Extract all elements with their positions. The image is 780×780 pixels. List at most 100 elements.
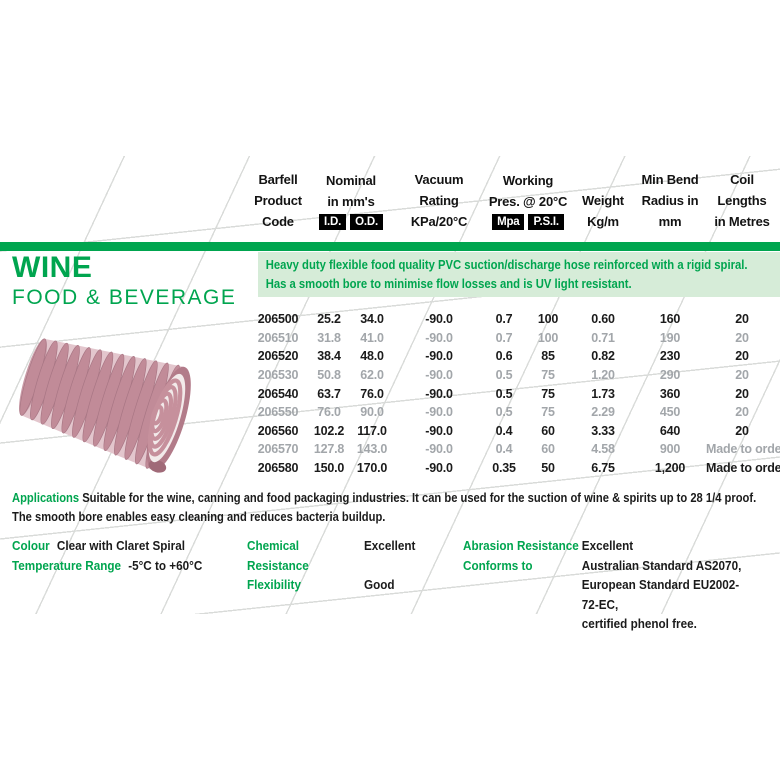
header-working-pressure: Working Pres. @ 20°C Mpa P.S.I. <box>484 164 572 232</box>
cell-vacuum-rating: -90.0 <box>425 405 453 420</box>
cell-vacuum-rating: -90.0 <box>425 349 453 364</box>
cell-working-pressure-mpa: 0.7 <box>495 330 513 345</box>
cell-weight: 1.20 <box>591 368 615 383</box>
cell-vacuum-rating: -90.0 <box>425 312 453 327</box>
abrasion-resistance-label: Abrasion Resistance <box>463 538 579 553</box>
product-description-text: Heavy duty flexible food quality PVC suc… <box>265 257 748 291</box>
cell-inner-diameter: 25.2 <box>317 312 341 327</box>
cell-outer-diameter: 41.0 <box>360 330 384 345</box>
cell-inner-diameter: 102.2 <box>313 423 345 438</box>
spec-group-chemical-flexibility: Chemical Resistance Excellent Flexibilit… <box>247 536 463 595</box>
temperature-range-label: Temperature Range <box>12 557 122 573</box>
colour-value: Clear with Claret Spiral <box>56 538 185 553</box>
cell-vacuum-rating: -90.0 <box>425 461 453 476</box>
spec-row-colour: Colour Clear with Claret Spiral <box>12 536 224 556</box>
table-row: 206500 25.2 34.0 -90.0 0.7 100 0.60 160 … <box>248 310 778 329</box>
cell-min-bend-radius: 640 <box>659 423 681 438</box>
spec-table-header: Barfell Product Code Nominal in mm's I.D… <box>248 164 778 232</box>
applications-section: Applications Suitable for the wine, cann… <box>12 489 780 526</box>
cell-weight: 2.29 <box>591 405 615 420</box>
hose-product-photo <box>19 338 191 473</box>
cell-weight: 3.33 <box>591 423 615 438</box>
table-row: 206580 150.0 170.0 -90.0 0.35 50 6.75 1,… <box>248 459 780 478</box>
cell-outer-diameter: 76.0 <box>360 386 384 401</box>
chemical-resistance-value: Excellent <box>364 538 416 553</box>
cell-coil-length: 20 <box>735 405 749 420</box>
flexibility-value: Good <box>364 577 395 592</box>
cell-inner-diameter: 150.0 <box>313 461 345 476</box>
cell-coil-length: 20 <box>735 386 749 401</box>
cell-inner-diameter: 63.7 <box>317 386 341 401</box>
cell-product-code: 206540 <box>257 386 299 401</box>
cell-min-bend-radius: 160 <box>659 312 681 327</box>
cell-product-code: 206550 <box>257 405 299 420</box>
cell-product-code: 206560 <box>257 423 299 438</box>
cell-working-pressure-psi: 50 <box>541 461 555 476</box>
header-coil-lengths: Coil Lengths in Metres <box>714 172 770 229</box>
chemical-resistance-label: Chemical Resistance <box>247 538 309 573</box>
cell-working-pressure-psi: 100 <box>537 312 559 327</box>
cell-outer-diameter: 117.0 <box>357 423 387 438</box>
spec-group-colour-temperature: Colour Clear with Claret Spiral Temperatu… <box>12 536 247 575</box>
table-row: 206510 31.8 41.0 -90.0 0.7 100 0.71 190 … <box>248 329 778 348</box>
cell-product-code: 206520 <box>257 349 299 364</box>
cell-vacuum-rating: -90.0 <box>425 368 453 383</box>
table-row: 206540 63.7 76.0 -90.0 0.5 75 1.73 360 2… <box>248 384 778 403</box>
header-vacuum-rating: Vacuum Rating KPa/20°C <box>410 172 468 229</box>
cell-coil-length: 20 <box>735 368 749 383</box>
cell-vacuum-rating: -90.0 <box>425 442 453 457</box>
cell-working-pressure-mpa: 0.5 <box>495 368 513 383</box>
cell-min-bend-radius: 1,200 <box>654 461 686 476</box>
table-row: 206520 38.4 48.0 -90.0 0.6 85 0.82 230 2… <box>248 347 778 366</box>
cell-vacuum-rating: -90.0 <box>425 386 453 401</box>
cell-working-pressure-psi: 60 <box>541 423 555 438</box>
cell-min-bend-radius: 360 <box>659 386 681 401</box>
conforms-to-label: Conforms to <box>463 557 533 573</box>
cell-working-pressure-mpa: 0.6 <box>495 349 513 364</box>
mpa-psi-badges: Mpa P.S.I. <box>492 212 564 232</box>
header-nominal: Nominal in mm's I.D. O.D. <box>308 164 394 232</box>
flexibility-label: Flexibility <box>247 577 301 592</box>
cell-weight: 1.73 <box>591 386 615 401</box>
cell-coil-length: 20 <box>735 349 749 364</box>
cell-min-bend-radius: 290 <box>659 368 681 383</box>
cell-min-bend-radius: 230 <box>659 349 681 364</box>
id-badge: I.D. <box>319 214 347 230</box>
cell-outer-diameter: 48.0 <box>360 349 384 364</box>
cell-min-bend-radius: 190 <box>659 330 681 345</box>
abrasion-resistance-value: Excellent <box>581 538 634 553</box>
cell-outer-diameter: 34.0 <box>360 312 384 327</box>
header-product-code: Barfell Product Code <box>254 172 302 229</box>
cell-outer-diameter: 170.0 <box>356 461 388 476</box>
cell-product-code: 206570 <box>257 442 299 457</box>
spec-row-temperature-range: Temperature Range -5°C to +60°C <box>12 556 224 576</box>
spec-group-abrasion-conformance: Abrasion Resistance Excellent Conforms t… <box>463 536 780 634</box>
mpa-badge: Mpa <box>492 214 525 230</box>
table-row: 206530 50.8 62.0 -90.0 0.5 75 1.20 290 2… <box>248 366 778 385</box>
cell-working-pressure-mpa: 0.7 <box>495 312 513 327</box>
cell-working-pressure-psi: 75 <box>541 386 555 401</box>
cell-inner-diameter: 127.8 <box>313 442 345 457</box>
cell-working-pressure-mpa: 0.5 <box>495 386 513 401</box>
cell-product-code: 206500 <box>257 312 299 327</box>
spec-table-body: 206500 25.2 34.0 -90.0 0.7 100 0.60 160 … <box>248 310 780 478</box>
cell-working-pressure-psi: 75 <box>541 368 555 383</box>
product-description-panel: Heavy duty flexible food quality PVC suc… <box>258 252 780 297</box>
cell-inner-diameter: 31.8 <box>317 330 341 345</box>
header-min-bend-radius: Min Bend Radius in mm <box>641 172 699 229</box>
cell-working-pressure-mpa: 0.35 <box>492 461 516 476</box>
category-subtitle: FOOD & BEVERAGE <box>12 286 237 309</box>
cell-outer-diameter: 143.0 <box>356 442 388 457</box>
cell-coil-length: 20 <box>735 330 749 345</box>
cell-working-pressure-psi: 85 <box>541 349 555 364</box>
od-badge: O.D. <box>350 214 383 230</box>
cell-vacuum-rating: -90.0 <box>425 330 453 345</box>
applications-text: Suitable for the wine, canning and food … <box>12 490 757 524</box>
table-row: 206560 102.2 117.0 -90.0 0.4 60 3.33 640… <box>248 422 778 441</box>
green-brand-bar <box>0 242 780 251</box>
cell-inner-diameter: 50.8 <box>317 368 341 383</box>
cell-vacuum-rating: -90.0 <box>425 423 453 438</box>
table-row: 206550 76.0 90.0 -90.0 0.5 75 2.29 450 2… <box>248 403 778 422</box>
cell-product-code: 206580 <box>257 461 299 476</box>
